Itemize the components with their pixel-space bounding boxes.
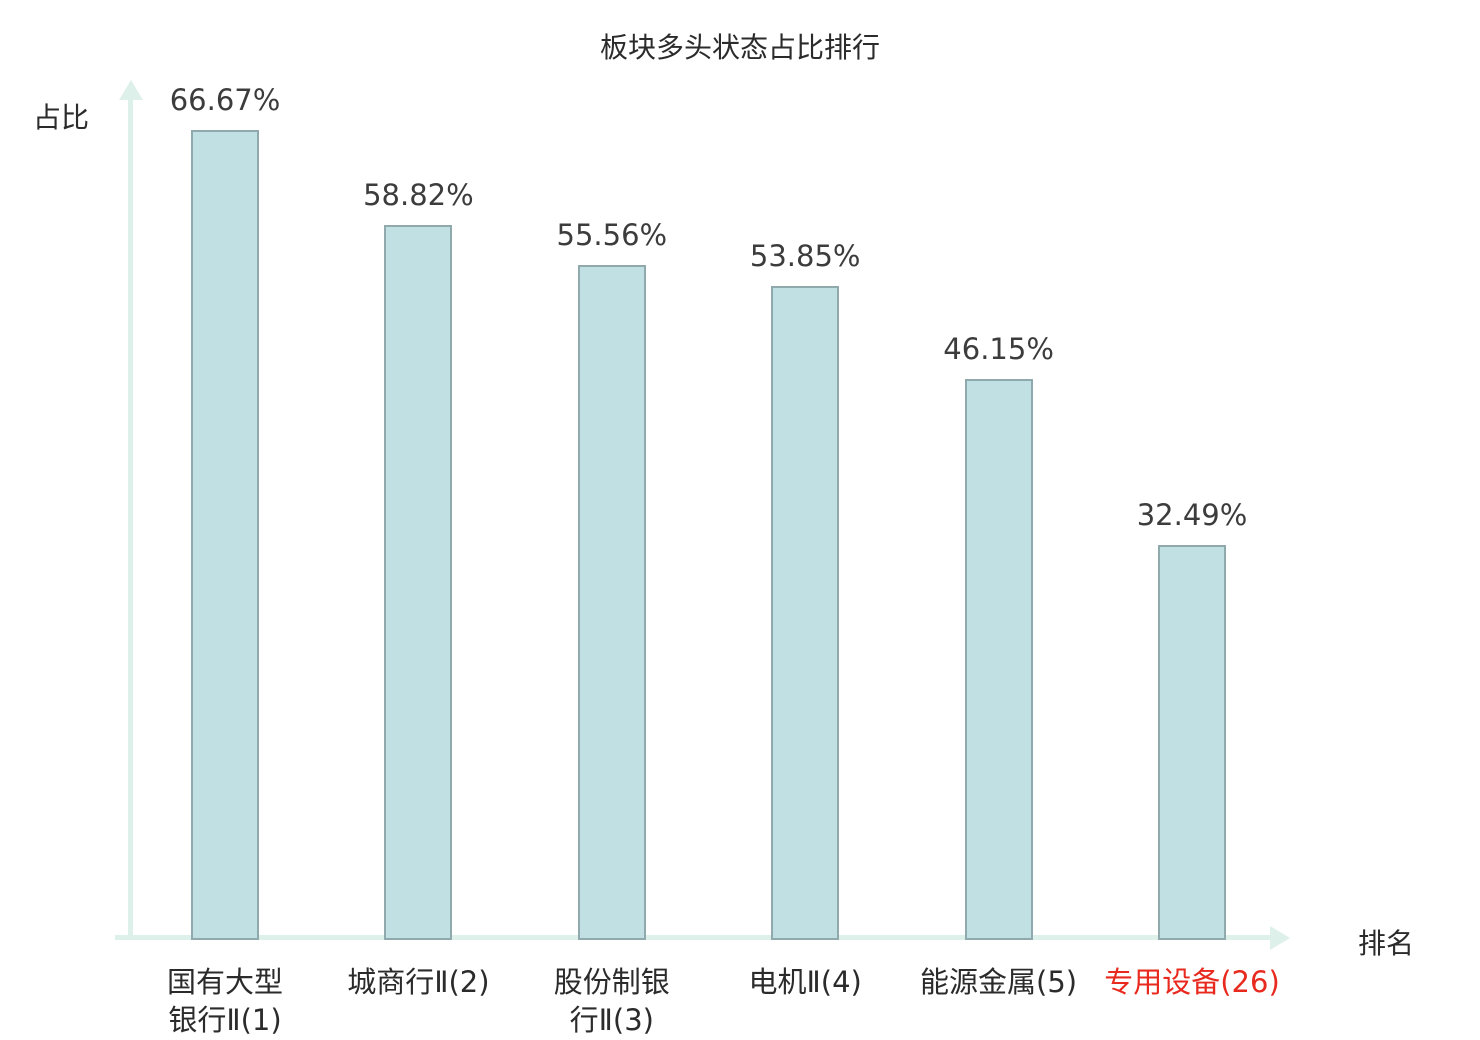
bar-value-label: 53.85% (749, 239, 861, 273)
bar-value-label: 32.49% (1136, 498, 1248, 532)
bar-value-label: 58.82% (363, 178, 474, 212)
bar (771, 286, 840, 940)
bar (577, 265, 646, 940)
y-axis-line (128, 96, 133, 940)
category-label: 电机Ⅱ(4) (748, 965, 862, 999)
bar-value-label: 66.67% (169, 83, 281, 117)
y-axis-arrow-icon (119, 80, 143, 100)
bar-value-label: 55.56% (556, 218, 668, 252)
category-label-highlight: 专用设备(26) (1104, 965, 1280, 999)
x-axis-line (115, 935, 1272, 940)
bar (191, 130, 259, 940)
bar (384, 225, 453, 940)
y-axis-label: 占比 (33, 101, 90, 134)
chart-title: 板块多头状态占比排行 (599, 31, 880, 64)
category-label: 城商行Ⅱ(2) (347, 965, 490, 999)
bar (964, 379, 1033, 940)
category-label: 股份制银 行Ⅱ(3) (553, 965, 670, 1037)
x-axis-label: 排名 (1358, 927, 1415, 960)
category-label: 能源金属(5) (920, 965, 1078, 999)
bar-value-label: 46.15% (943, 332, 1054, 366)
category-label: 国有大型 银行Ⅱ(1) (166, 965, 283, 1037)
x-axis-arrow-icon (1270, 926, 1290, 950)
bar (1158, 545, 1226, 940)
